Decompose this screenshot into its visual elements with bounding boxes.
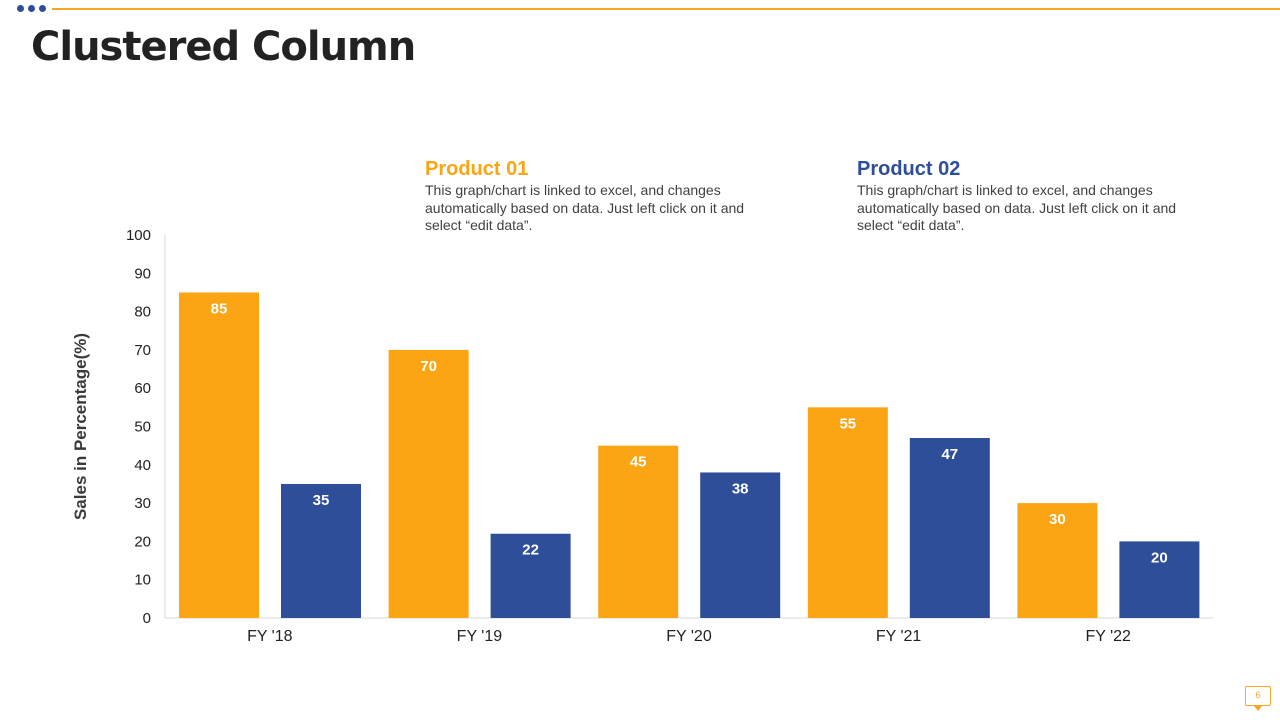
y-tick-label: 90 <box>134 265 151 282</box>
legend-product-02: Product 02 This graph/chart is linked to… <box>857 157 1187 235</box>
bar <box>490 533 571 618</box>
y-tick-label: 0 <box>143 610 151 627</box>
legend-product-02-description: This graph/chart is linked to excel, and… <box>857 182 1177 233</box>
bar-data-label: 35 <box>313 492 330 509</box>
bar <box>909 437 990 618</box>
bar <box>807 407 888 618</box>
bar-data-label: 20 <box>1151 549 1168 566</box>
bar <box>598 445 679 618</box>
bar-data-label: 85 <box>211 300 228 317</box>
bar-data-label: 22 <box>522 542 539 559</box>
y-tick-label: 20 <box>134 533 151 550</box>
dot-3 <box>39 5 46 12</box>
bar-data-label: 45 <box>630 454 647 471</box>
bar <box>281 483 361 618</box>
bar <box>1119 541 1200 618</box>
bar <box>700 472 781 618</box>
bar-data-label: 47 <box>941 446 958 463</box>
x-tick-label: FY '21 <box>876 628 922 645</box>
y-tick-label: 10 <box>134 572 151 589</box>
bar <box>179 292 259 618</box>
legend-product-01: Product 01 This graph/chart is linked to… <box>425 157 755 235</box>
bar-data-label: 38 <box>732 480 749 497</box>
x-tick-label: FY '18 <box>247 628 293 645</box>
y-tick-label: 100 <box>126 227 151 244</box>
y-axis-title: Sales in Percentage(%) <box>71 333 90 520</box>
bar-data-label: 70 <box>420 358 437 375</box>
x-tick-label: FY '20 <box>666 628 712 645</box>
x-tick-label: FY '19 <box>457 628 503 645</box>
y-tick-label: 40 <box>134 457 151 474</box>
legend-product-01-title: Product 01 <box>425 158 529 180</box>
y-tick-label: 80 <box>134 304 151 321</box>
decorative-dots <box>17 5 46 12</box>
slide-title: Clustered Column <box>31 24 416 70</box>
y-tick-label: 70 <box>134 342 151 359</box>
dot-2 <box>28 5 35 12</box>
y-tick-label: 60 <box>134 380 151 397</box>
dot-1 <box>17 5 24 12</box>
legend-product-02-title: Product 02 <box>857 158 961 180</box>
bar <box>388 349 469 618</box>
bar-data-label: 30 <box>1049 511 1066 528</box>
y-tick-label: 30 <box>134 495 151 512</box>
bar <box>1017 503 1098 618</box>
x-tick-label: FY '22 <box>1085 628 1131 645</box>
page-number-badge: 6 <box>1245 686 1271 711</box>
y-tick-label: 50 <box>134 419 151 436</box>
bar-data-label: 55 <box>839 415 856 432</box>
legend-product-01-description: This graph/chart is linked to excel, and… <box>425 182 745 233</box>
top-accent-line <box>52 8 1280 10</box>
